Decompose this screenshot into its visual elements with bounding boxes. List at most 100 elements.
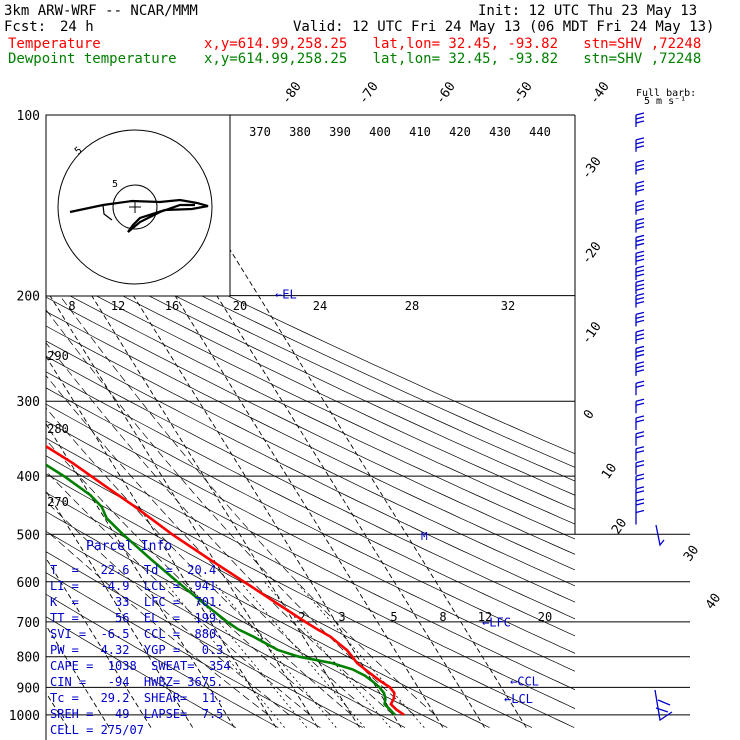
dry-adiabat-line <box>46 325 575 587</box>
pressure-tick-label: 600 <box>17 576 40 591</box>
dry-adiabat-line <box>46 387 575 654</box>
wind-barb-flag <box>635 204 645 208</box>
wind-barb <box>635 279 645 295</box>
dry-adiabat-line <box>46 229 575 482</box>
wind-barb-flag <box>635 311 645 316</box>
marker-ccl: ←CCL <box>510 675 539 689</box>
dry-adiabat-line <box>46 492 490 728</box>
dry-adiabat-line <box>46 204 575 455</box>
isotherm-right-label: -30 <box>579 154 605 182</box>
wind-barb <box>635 473 645 489</box>
wind-barb-flag <box>635 498 645 502</box>
wind-barb <box>635 398 645 414</box>
pressure-tick-label: 700 <box>17 616 40 631</box>
wind-barb <box>635 431 645 446</box>
wind-barb-500 <box>655 524 665 547</box>
wind-speed-label: 16 <box>165 299 179 313</box>
hodograph-ring-label: 5 <box>112 179 118 190</box>
init-time: Init: 12 UTC Thu 23 May 13 <box>478 3 698 19</box>
wind-barb-flag <box>635 208 645 212</box>
isotherm-line <box>46 490 194 728</box>
parcel-info-row-sreh: SREH = 49 LAPSE= 7.5 <box>50 707 224 721</box>
mixing-ratio-line <box>164 581 285 728</box>
wind-speed-label: 32 <box>501 299 515 313</box>
mixing-ratio-line <box>185 581 308 728</box>
theta-label: 380 <box>289 125 311 139</box>
wind-barb-flag <box>635 398 645 402</box>
wind-barb-flag <box>635 292 645 297</box>
wind-barb-flag <box>635 283 645 287</box>
wind-barb <box>635 460 645 475</box>
isotherm-right-label: 10 <box>599 461 620 482</box>
wind-barb-flag <box>635 460 645 464</box>
wind-barb-flag <box>635 163 645 168</box>
wind-barb <box>635 250 645 266</box>
wind-barb-flag <box>635 296 645 301</box>
wind-barb <box>635 292 645 308</box>
isotherm-top-label: -60 <box>433 79 459 107</box>
wind-barb-flag <box>635 242 645 247</box>
wind-barb-flag <box>635 477 645 481</box>
theta-label: 390 <box>329 125 351 139</box>
wind-barb-flag <box>635 464 645 468</box>
pressure-tick-label: 400 <box>17 470 40 485</box>
wind-barb-flag <box>635 254 645 258</box>
wind-barb-flag <box>635 402 645 406</box>
wind-barb-flag <box>635 333 645 337</box>
dry-adiabat-line <box>46 355 575 620</box>
theta-label: 430 <box>489 125 511 139</box>
wind-barb-flag <box>635 431 645 435</box>
wind-barb-flag <box>635 349 645 354</box>
dry-adiabat-line <box>46 551 363 728</box>
parcel-info-row-tc: Tc = 29.2 SHEAR= 11. <box>50 691 224 705</box>
wind-barb-flag <box>635 361 645 365</box>
wind-barb-flag <box>635 315 645 320</box>
wind-barb-flag <box>635 490 645 494</box>
isotherm-top-label: -40 <box>587 79 613 107</box>
theta-label: 400 <box>369 125 391 139</box>
wind-barb-flag <box>635 365 645 369</box>
temperature-legend-location: x,y=614.99,258.25 lat,lon= 32.45, -93.82… <box>204 36 702 52</box>
wind-barb <box>635 159 645 175</box>
hodograph-trace <box>69 198 209 233</box>
wind-barb-flag <box>635 380 645 384</box>
dry-adiabat-line <box>46 511 448 728</box>
parcel-info-row-cell: CELL = 275/07 <box>50 723 144 737</box>
level-markers: ←EL ←LFC ←CCL ←LCL M <box>275 287 539 706</box>
marker-el: ←EL <box>275 287 297 301</box>
full-barb-units: 5 m s⁻¹ <box>644 96 686 107</box>
wind-barb-flag <box>635 369 645 373</box>
sounding-series <box>46 444 405 716</box>
wind-barb <box>635 345 645 361</box>
isotherm-line <box>46 355 277 728</box>
marker-lcl: ←LCL <box>504 692 533 706</box>
wind-barb <box>635 329 645 344</box>
wind-barb <box>635 217 645 233</box>
temperature-legend-label: Temperature <box>8 36 101 52</box>
dry-adiabat-line <box>46 255 575 510</box>
wind-barb-flag <box>635 258 645 262</box>
dry-adiabat-line <box>46 216 575 468</box>
dry-adiabat-line <box>46 616 237 728</box>
dry-adiabat-line <box>46 311 575 571</box>
mixing-ratio-label: 20 <box>538 610 552 624</box>
wind-barb-flag <box>635 141 645 145</box>
isotherm-top-label: -70 <box>356 79 382 107</box>
dry-adiabat-line <box>46 242 575 496</box>
hodograph: 55 <box>45 114 231 297</box>
wind-barb-flag <box>635 419 645 423</box>
pressure-tick-label: 800 <box>17 651 40 666</box>
pressure-tick-label: 200 <box>17 290 40 305</box>
dry-adiabat-line <box>46 420 575 691</box>
wind-barb <box>635 446 645 461</box>
dry-adiabat-line <box>46 593 279 728</box>
wind-barb <box>635 380 645 396</box>
model-title: 3km ARW-WRF -- NCAR/MMM <box>4 3 198 19</box>
wind-barb <box>635 415 645 431</box>
wind-speed-label: 24 <box>313 299 327 313</box>
wind-speed-label: 28 <box>405 299 419 313</box>
wind-barb <box>635 486 645 501</box>
wind-barb <box>635 234 645 250</box>
parcel-info-title: Parcel Info <box>86 539 173 554</box>
theta-left-label: 270 <box>47 495 69 509</box>
